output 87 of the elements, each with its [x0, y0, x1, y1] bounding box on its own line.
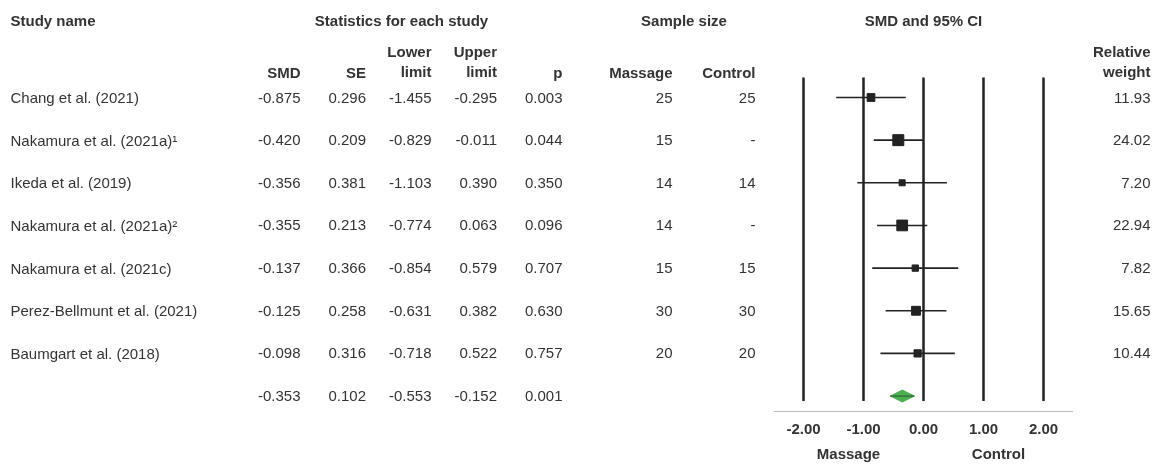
- category-label: SE: [345, 63, 367, 81]
- category-label: Nakamura et al. (2021a)¹: [10, 131, 178, 149]
- text: 0.707: [524, 259, 563, 277]
- text: 0.382: [459, 301, 498, 319]
- text: -0.875: [257, 88, 301, 106]
- text: 0.001: [524, 387, 563, 405]
- text: 0.102: [328, 387, 367, 405]
- category-label: Perez-Bellmunt et al. (2021): [10, 302, 198, 320]
- text: 0.209: [328, 131, 367, 149]
- category-label: Ikeda et al. (2019): [10, 174, 132, 192]
- text: 0.213: [328, 216, 367, 234]
- category-label: Upper limit: [453, 43, 498, 81]
- text: -0.854: [388, 259, 432, 277]
- x-tick-label: -2.00: [786, 419, 821, 437]
- text: 25: [738, 88, 756, 106]
- text: -0.098: [257, 344, 301, 362]
- x-tick-label: 0.00: [908, 419, 939, 437]
- text: 0.096: [524, 216, 563, 234]
- text: -0.420: [257, 131, 301, 149]
- x-tick-label: 1.00: [968, 419, 999, 437]
- category-label: SMD: [267, 63, 301, 81]
- x-tick-label: -1.00: [846, 419, 881, 437]
- text: 15: [738, 259, 756, 277]
- text: 22.94: [1112, 216, 1151, 234]
- chart-title: SMD and 95% CI: [864, 12, 983, 29]
- text: -0.718: [388, 344, 432, 362]
- text: -1.455: [388, 88, 432, 106]
- text: -1.103: [388, 173, 432, 191]
- text: 15: [655, 131, 673, 149]
- text: -0.295: [454, 88, 498, 106]
- category-label: p: [553, 63, 563, 81]
- text: -0.152: [454, 387, 498, 405]
- text: 20: [738, 344, 756, 362]
- text: -: [750, 131, 756, 149]
- category-label: Baumgart et al. (2018): [10, 344, 160, 362]
- text: 0.350: [524, 173, 563, 191]
- text: 14: [738, 173, 756, 191]
- text: Sample size: [641, 12, 727, 29]
- text: 7.82: [1121, 259, 1151, 277]
- text: 7.20: [1121, 173, 1151, 191]
- category-label: Nakamura et al. (2021c): [10, 259, 172, 277]
- text: Massage: [816, 445, 881, 462]
- text: 25: [655, 88, 673, 106]
- text: -0.356: [257, 173, 301, 191]
- text: -: [750, 216, 756, 234]
- text: -0.631: [388, 301, 432, 319]
- text: 0.630: [524, 301, 563, 319]
- text: -0.774: [388, 216, 432, 234]
- text: 0.757: [524, 344, 563, 362]
- text: 20: [655, 344, 673, 362]
- text: 0.390: [459, 173, 498, 191]
- text: 0.522: [459, 344, 498, 362]
- text: 11.93: [1114, 88, 1151, 106]
- category-label: Control: [702, 63, 756, 81]
- text: 24.02: [1112, 131, 1151, 149]
- text: Control: [971, 445, 1026, 462]
- text: Study name: [10, 12, 96, 29]
- text: Statistics for each study: [314, 12, 489, 29]
- category-label: Chang et al. (2021): [10, 89, 139, 106]
- text: 14: [655, 216, 673, 234]
- text: -0.829: [388, 131, 432, 149]
- category-label: Nakamura et al. (2021a)²: [10, 216, 178, 234]
- category-label: Lower limit: [387, 43, 432, 81]
- text: 30: [738, 301, 756, 319]
- text: 0.579: [459, 259, 498, 277]
- text: 0.316: [328, 344, 367, 362]
- text: -0.011: [455, 131, 497, 149]
- text: 0.366: [328, 259, 367, 277]
- category-label: Relative weight: [1092, 43, 1151, 81]
- text: 0.003: [524, 88, 563, 106]
- text: -0.355: [257, 216, 301, 234]
- text: -0.125: [257, 301, 301, 319]
- text: 15.65: [1112, 301, 1151, 319]
- text: 0.381: [328, 173, 367, 191]
- x-tick-label: 2.00: [1028, 419, 1059, 437]
- text: 14: [655, 173, 673, 191]
- text: 0.044: [524, 131, 563, 149]
- text: -0.137: [257, 259, 301, 277]
- text: 15: [655, 259, 673, 277]
- category-label: Massage: [609, 63, 673, 81]
- text: 0.063: [459, 216, 498, 234]
- text: 0.296: [328, 88, 367, 106]
- text: -0.553: [388, 387, 432, 405]
- text: 10.44: [1112, 344, 1151, 362]
- text: -0.353: [257, 387, 301, 405]
- text: 30: [655, 301, 673, 319]
- text: 0.258: [328, 301, 367, 319]
